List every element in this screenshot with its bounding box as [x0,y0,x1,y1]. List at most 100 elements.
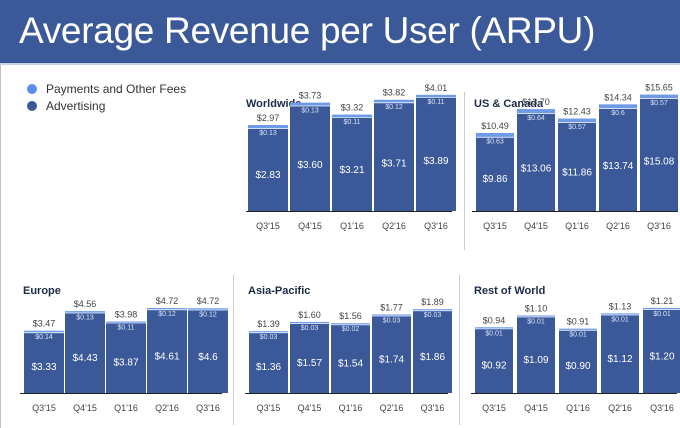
data-label-total: $4.56 [74,299,97,309]
data-label-payments: $0.57 [650,100,668,107]
bar-advertising [290,106,330,211]
data-label-advertising: $3.21 [339,165,364,176]
data-label-payments: $0.6 [611,110,625,117]
bar-payments [147,308,187,311]
bar-payments [188,308,228,311]
bar-advertising [372,316,411,393]
data-label-payments: $0.01 [611,316,629,323]
data-label-advertising: $3.87 [113,358,138,369]
bar-payments [559,328,597,331]
bar-payments [248,125,288,129]
legend-dot-icon [27,83,37,94]
panel-divider [233,275,234,425]
bar-advertising [559,330,597,393]
x-tick-label: Q3'15 [32,403,56,413]
bar-advertising [476,137,514,211]
bar-payments [331,323,370,326]
panel-title: Worldwide [246,98,301,110]
legend-label: Payments and Other Fees [46,81,187,96]
slide-title: Average Revenue per User (ARPU) [19,10,596,51]
x-tick-label: Q1'16 [114,403,138,413]
bar-payments [517,315,555,318]
data-label-total: $1.89 [421,297,444,307]
header-divider [0,63,680,65]
bar-advertising [599,108,637,211]
bar-payments [476,132,514,138]
bar-advertising [558,122,596,211]
panel-title: Asia-Pacific [248,285,310,297]
data-label-advertising: $1.36 [256,362,281,373]
x-tick-label: Q2'16 [380,403,404,413]
bar-payments [416,94,456,99]
panel-title: US & Canada [474,98,544,110]
bar-advertising [601,315,639,393]
x-tick-label: Q4'15 [73,403,97,413]
data-label-total: $0.91 [567,317,590,327]
data-label-advertising: $1.09 [523,355,548,366]
bar-payments [65,311,105,314]
data-label-advertising: $1.74 [379,355,404,366]
bar-advertising [188,310,228,393]
data-label-total: $0.94 [483,315,506,325]
data-label-payments: $0.13 [76,314,94,321]
data-label-advertising: $0.92 [481,360,506,371]
bar-payments [558,118,596,123]
data-label-advertising: $0.90 [565,361,590,372]
x-tick-label: Q1'16 [565,221,589,231]
x-tick-label: Q3'15 [257,403,281,413]
data-label-advertising: $3.33 [31,362,56,373]
data-label-advertising: $9.86 [482,174,507,185]
data-label-total: $2.97 [257,113,280,123]
legend-item-payments: Payments and Other Fees [27,80,186,97]
data-label-total: $3.32 [341,103,364,113]
bar-advertising [331,325,370,393]
x-tick-label: Q3'16 [650,403,674,413]
data-label-payments: $0.13 [301,107,319,114]
data-label-advertising: $1.12 [607,354,632,365]
panel-divider [464,92,465,250]
data-label-payments: $0.12 [158,311,176,318]
bar-payments [643,307,680,310]
legend-item-advertising: Advertising [27,97,186,114]
x-tick-label: Q3'15 [483,221,507,231]
bar-advertising [643,309,680,393]
bar-advertising [374,103,414,211]
legend: Payments and Other Fees Advertising [27,80,186,114]
data-label-advertising: $2.83 [255,170,280,181]
data-label-advertising: $15.08 [644,157,675,168]
data-label-payments: $0.01 [527,318,545,325]
data-label-advertising: $4.43 [72,353,97,364]
x-tick-label: Q3'15 [482,403,506,413]
bar-advertising [290,323,329,393]
bar-advertising [147,310,187,393]
data-label-total: $4.72 [156,296,179,306]
bar-advertising [65,313,105,393]
x-tick-label: Q1'16 [339,403,363,413]
x-tick-label: Q2'16 [382,221,406,231]
data-label-payments: $0.13 [259,130,277,137]
data-label-advertising: $1.54 [338,359,363,370]
data-label-total: $1.21 [651,296,674,306]
bar-advertising [517,317,555,393]
bar-payments [475,327,513,330]
data-label-total: $10.49 [481,121,509,131]
bar-payments [640,94,678,99]
data-label-advertising: $1.20 [649,352,674,363]
slide-header: Average Revenue per User (ARPU) [0,0,680,63]
data-label-advertising: $1.86 [420,352,445,363]
data-label-payments: $0.12 [199,311,217,318]
data-label-total: $4.01 [425,83,448,93]
data-label-total: $15.65 [645,83,673,93]
data-label-total: $3.73 [299,91,322,101]
bar-payments [332,114,372,118]
data-label-advertising: $1.57 [297,358,322,369]
x-tick-label: Q3'16 [647,221,671,231]
bar-payments [290,102,330,107]
data-label-advertising: $4.61 [154,352,179,363]
bar-payments [106,321,146,324]
x-tick-label: Q2'16 [608,403,632,413]
data-label-total: $1.13 [609,301,632,311]
x-tick-label: Q3'16 [421,403,445,413]
data-label-total: $1.60 [298,310,321,320]
bar-payments [249,331,288,334]
